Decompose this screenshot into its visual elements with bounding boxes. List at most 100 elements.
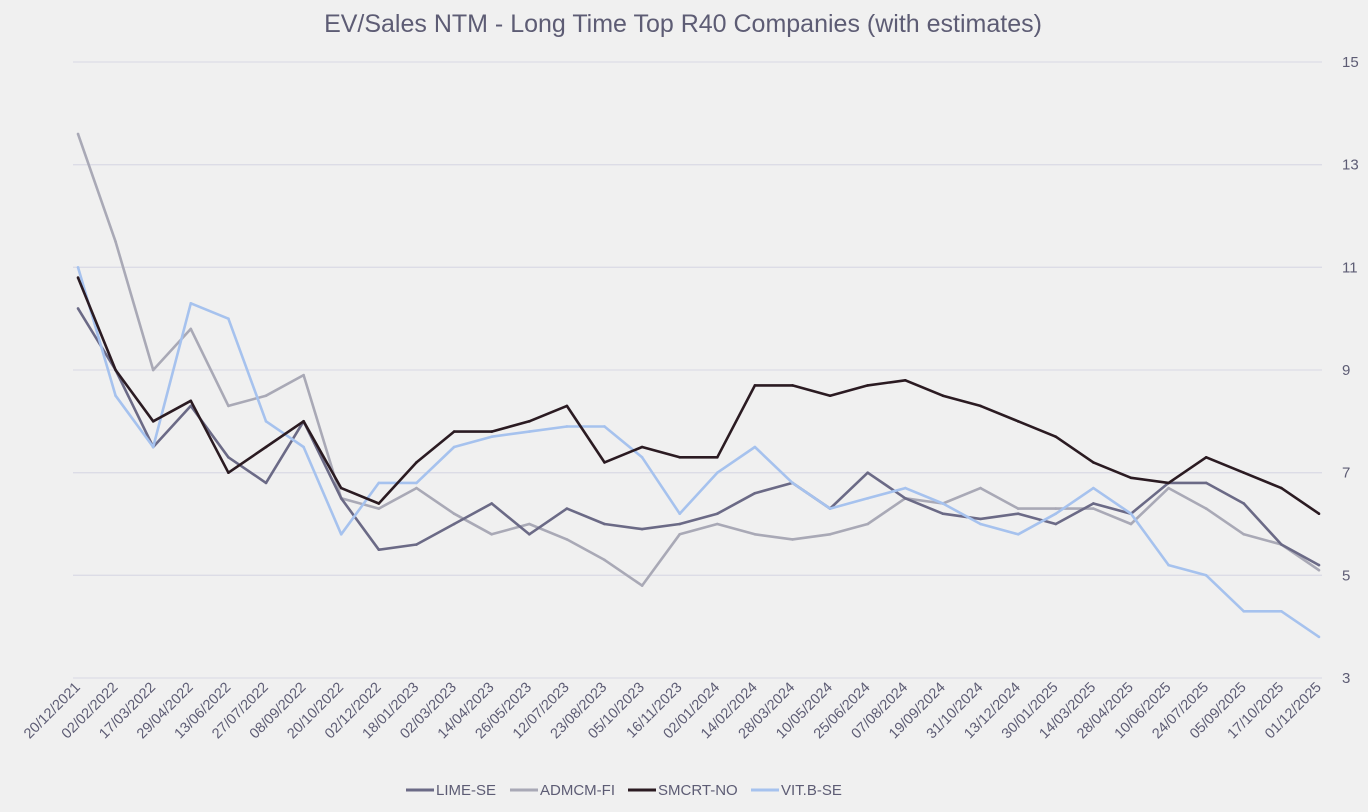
y-tick-label: 9 — [1342, 362, 1350, 379]
y-tick-label: 3 — [1342, 670, 1350, 687]
data-point — [1092, 461, 1095, 464]
data-point — [264, 481, 268, 485]
data-point — [452, 512, 456, 516]
data-point — [791, 538, 794, 541]
data-point — [640, 445, 644, 449]
data-point — [339, 486, 343, 490]
legend: LIME-SE ADMCM-FI SMCRT-NO VIT.B-SE — [406, 782, 842, 799]
data-point — [1016, 420, 1020, 423]
data-point — [941, 502, 945, 505]
legend-item[interactable]: ADMCM-FI — [510, 782, 615, 799]
data-point — [76, 307, 80, 310]
data-point — [527, 420, 531, 423]
data-point — [565, 507, 569, 510]
data-point — [1317, 635, 1321, 639]
data-point — [452, 430, 456, 433]
data-point — [76, 266, 80, 269]
data-point — [1167, 481, 1170, 485]
data-point — [1054, 522, 1058, 526]
data-point — [377, 507, 381, 510]
data-point — [640, 455, 644, 459]
data-point — [339, 497, 343, 500]
data-point — [791, 384, 794, 387]
data-point — [527, 532, 531, 536]
data-point — [866, 522, 870, 526]
data-point — [828, 532, 832, 536]
data-point — [941, 512, 945, 516]
data-point — [1204, 574, 1208, 577]
data-point — [1054, 512, 1058, 516]
data-point — [189, 301, 193, 305]
data-point — [490, 430, 493, 433]
data-point — [490, 532, 493, 536]
data-point — [189, 399, 193, 403]
data-point — [227, 471, 230, 474]
data-point — [753, 445, 757, 449]
data-point — [678, 455, 681, 459]
data-point — [941, 394, 945, 397]
data-point — [1242, 609, 1246, 613]
data-point — [603, 558, 606, 562]
data-point — [1204, 455, 1208, 459]
data-point — [1280, 543, 1283, 546]
data-point — [377, 502, 381, 505]
data-point — [1167, 486, 1170, 490]
data-point — [302, 373, 305, 377]
series-line-admcm-fi — [76, 133, 1320, 587]
data-point — [189, 404, 193, 408]
data-point — [227, 404, 230, 408]
legend-item[interactable]: SMCRT-NO — [628, 782, 738, 799]
data-point — [1204, 481, 1208, 485]
data-point — [791, 481, 794, 485]
data-point — [1129, 512, 1133, 516]
data-point — [1129, 522, 1133, 526]
legend-item[interactable]: LIME-SE — [406, 782, 496, 799]
data-point — [828, 394, 832, 397]
legend-item[interactable]: VIT.B-SE — [751, 782, 842, 799]
data-point — [1016, 507, 1020, 510]
data-point — [979, 486, 982, 490]
data-point — [640, 584, 644, 587]
data-point — [415, 461, 418, 464]
data-point — [1016, 532, 1020, 536]
chart-title: EV/Sales NTM - Long Time Top R40 Compani… — [324, 10, 1042, 38]
data-point — [1280, 609, 1283, 613]
series-line-lime-se — [76, 307, 1320, 567]
y-tick-label: 5 — [1342, 567, 1350, 584]
data-point — [828, 507, 832, 510]
gridlines — [73, 61, 1322, 679]
data-point — [640, 527, 644, 531]
data-point — [1317, 568, 1321, 572]
data-point — [565, 404, 569, 408]
data-point — [603, 425, 606, 428]
y-tick-label: 15 — [1342, 54, 1359, 71]
y-axis: 3 5 7 9 11 13 15 — [1342, 54, 1359, 687]
series-lines — [76, 132, 1321, 639]
data-point — [377, 481, 381, 485]
data-point — [716, 512, 719, 516]
data-point — [1092, 502, 1095, 505]
data-point — [151, 420, 155, 423]
data-point — [1280, 486, 1283, 490]
series-line-smcrt-no — [76, 277, 1320, 515]
x-axis: 20/12/202102/02/202217/03/202229/04/2022… — [21, 680, 1325, 743]
data-point — [490, 435, 493, 439]
data-point — [1016, 512, 1020, 516]
data-point — [151, 368, 155, 372]
data-point — [1092, 507, 1095, 510]
data-point — [339, 532, 343, 536]
data-point — [678, 532, 681, 536]
data-point — [415, 486, 418, 490]
y-tick-label: 7 — [1342, 465, 1350, 482]
data-point — [76, 276, 80, 279]
data-point — [377, 548, 381, 551]
data-point — [979, 517, 982, 521]
data-point — [264, 394, 268, 397]
data-point — [302, 445, 305, 449]
legend-label: LIME-SE — [436, 782, 496, 799]
data-point — [264, 420, 268, 423]
data-point — [1242, 502, 1246, 505]
data-point — [678, 522, 681, 526]
legend-label: SMCRT-NO — [658, 782, 738, 799]
data-point — [904, 486, 907, 490]
